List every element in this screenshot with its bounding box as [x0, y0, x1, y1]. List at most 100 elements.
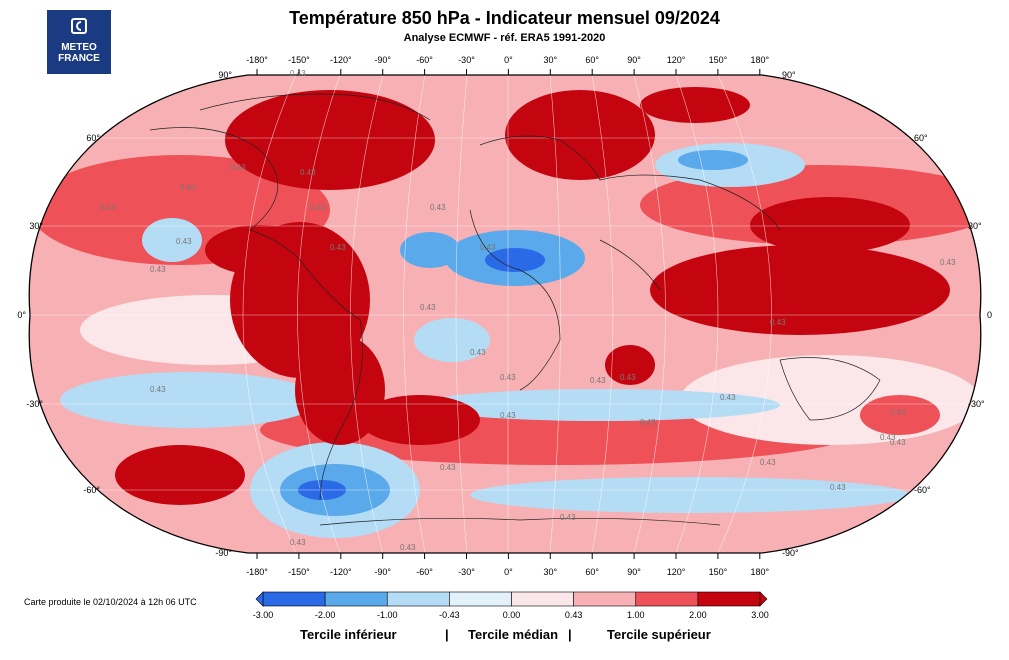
lon-tick-label: 60° — [585, 55, 599, 65]
lat-tick-label: -30° — [26, 399, 43, 409]
lon-tick-label: -180° — [246, 567, 268, 577]
lon-tick-label: 150° — [709, 567, 728, 577]
contour-label: 0.43 — [620, 373, 636, 382]
lon-tick-label: 0° — [504, 567, 513, 577]
colorbar-tick-label: 0.00 — [503, 610, 521, 620]
colorbar-segment — [573, 591, 637, 607]
lon-tick-label: 0° — [504, 55, 513, 65]
map-subtitle: Analyse ECMWF - réf. ERA5 1991-2020 — [403, 32, 606, 44]
lon-tick-label: -90° — [374, 55, 391, 65]
map-credit: Carte produite le 02/10/2024 à 12h 06 UT… — [24, 597, 197, 607]
lon-tick-label: 120° — [667, 55, 686, 65]
colorbar-tick-label: -0.43 — [439, 610, 460, 620]
colorbar-tick-label: -3.00 — [253, 610, 274, 620]
contour-label: 0.43 — [760, 458, 776, 467]
logo-text-line2: FRANCE — [58, 53, 100, 64]
contour-label: 0.43 — [150, 265, 166, 274]
meteo-france-logo: METEO FRANCE — [47, 10, 111, 74]
tercile-low-label: Tercile inférieur — [300, 627, 397, 642]
contour-label: 0.43 — [940, 258, 956, 267]
lon-tick-label: -90° — [374, 567, 391, 577]
colorbar-segment — [511, 591, 574, 607]
lon-tick-label: 90° — [627, 55, 641, 65]
contour-label: 0.43 — [770, 318, 786, 327]
lat-tick-label: -90° — [215, 548, 232, 558]
colorbar-tick-label: 1.00 — [627, 610, 645, 620]
lat-tick-label: -60° — [83, 485, 100, 495]
colorbar-low-arrow — [255, 591, 264, 607]
lon-tick-label: 30° — [543, 567, 557, 577]
contour-label: 0.43 — [150, 385, 166, 394]
lat-tick-label: -30° — [968, 399, 985, 409]
lon-tick-label: -120° — [330, 567, 352, 577]
lon-tick-label: 180° — [750, 567, 769, 577]
contour-label: 0.43 — [500, 373, 516, 382]
contour-label: 0.43 — [420, 303, 436, 312]
lon-tick-label: 150° — [709, 55, 728, 65]
contour-label: 0.43 — [890, 408, 906, 417]
lat-tick-label: -90° — [782, 548, 799, 558]
contour-label: 0.43 — [720, 393, 736, 402]
lon-tick-label: -150° — [288, 55, 310, 65]
contour-label: 0.43 — [310, 203, 326, 212]
contour-label: 0.43 — [430, 203, 446, 212]
lon-tick-label: -60° — [416, 567, 433, 577]
colorbar-segment — [386, 591, 450, 607]
contour-label: 0.43 — [440, 463, 456, 472]
lat-tick-label: 60° — [914, 133, 928, 143]
colorbar-segment — [635, 591, 699, 607]
contour-label: 0.43 — [180, 183, 196, 192]
tercile-separator-left: | — [445, 627, 449, 642]
colorbar-tick-label: 2.00 — [689, 610, 707, 620]
contour-label: 0.43 — [330, 243, 346, 252]
contour-label: 0.43 — [470, 348, 486, 357]
colorbar-tick-label: 3.00 — [751, 610, 769, 620]
lon-tick-label: -60° — [416, 55, 433, 65]
contour-label: 0.43 — [640, 418, 656, 427]
contour-label: 0.43 — [890, 438, 906, 447]
contour-label: 0.43 — [290, 538, 306, 547]
contour-label: 0.43 — [480, 243, 496, 252]
meteo-france-logo-icon — [71, 18, 87, 34]
colorbar-tick-label: -1.00 — [377, 610, 398, 620]
contour-labels: 0.43 0.43 0.43 0.43 0.43 0.43 0.43 0.43 0.43 0.43… — [100, 69, 956, 552]
contour-label: 0.43 — [290, 69, 306, 78]
lon-tick-label: 60° — [585, 567, 599, 577]
colorbar-segment — [262, 591, 326, 607]
contour-label: 0.43 — [590, 376, 606, 385]
tercile-high-label: Tercile supérieur — [607, 627, 711, 642]
map-title: Température 850 hPa - Indicateur mensuel… — [289, 8, 720, 28]
anomaly-field — [29, 75, 981, 553]
colorbar-segment — [324, 591, 388, 607]
lat-tick-label: 30° — [29, 221, 43, 231]
colorbar-segment — [697, 591, 761, 607]
tercile-mid-label: Tercile médian — [468, 627, 559, 642]
contour-label: 0.43 — [300, 168, 316, 177]
lon-tick-label: -120° — [330, 55, 352, 65]
lon-tick-label: 30° — [543, 55, 557, 65]
lon-tick-label: 90° — [627, 567, 641, 577]
colorbar-segment — [449, 591, 512, 607]
lon-tick-label: -30° — [458, 567, 475, 577]
lon-tick-label: -150° — [288, 567, 310, 577]
lon-tick-label: 120° — [667, 567, 686, 577]
lat-tick-label: 90° — [218, 70, 232, 80]
colorbar: -3.00 -2.00 -1.00 -0.43 0.00 0.43 1.00 2.00 3.00 — [253, 591, 769, 620]
contour-label: 0.43 — [400, 543, 416, 552]
contour-label: 0.43 — [830, 483, 846, 492]
longitude-ticks-bottom: -180° -150° -120° -90° -60° -30° 0° 30° 60° 90° 12… — [246, 553, 770, 577]
contour-label: 0.43 — [100, 203, 116, 212]
colorbar-tick-label: -2.00 — [315, 610, 336, 620]
lat-tick-label: 30° — [968, 221, 982, 231]
lat-tick-label: 0 — [987, 310, 992, 320]
latitude-ticks-left: 90° 60° 30° 0° -30° -60° -90° — [17, 70, 232, 558]
lat-tick-label: -60° — [914, 485, 931, 495]
tercile-labels: Tercile inférieur | Tercile médian | Ter… — [255, 627, 765, 645]
lat-tick-label: 60° — [86, 133, 100, 143]
contour-label: 0.43 — [230, 163, 246, 172]
lat-tick-label: 0° — [17, 310, 26, 320]
longitude-ticks-top: -180° -150° -120° -90° -60° -30° 0° 30° 60° 90° 12… — [246, 55, 770, 75]
contour-label: 0.43 — [880, 433, 896, 442]
contour-label: 0.43 — [500, 411, 516, 420]
latitude-ticks-right: 90° 60° 30° 0 -30° -60° -90° — [782, 70, 992, 558]
